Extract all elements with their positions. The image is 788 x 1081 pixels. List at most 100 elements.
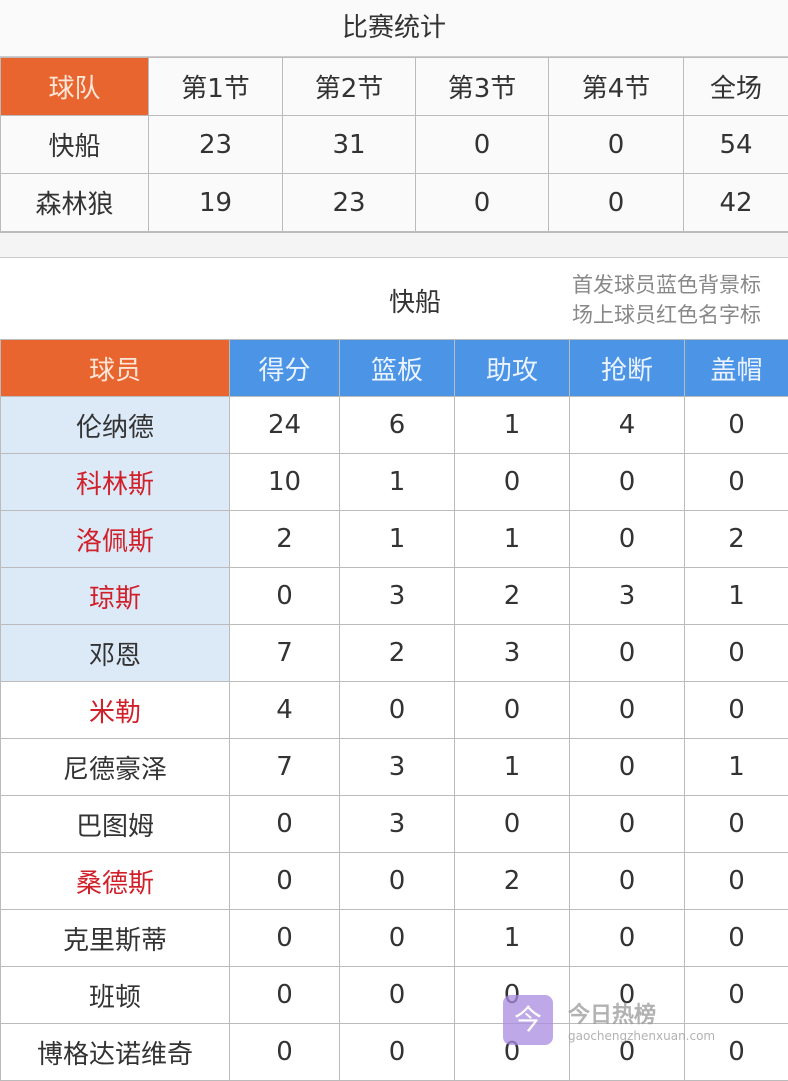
stat-cell: 0: [570, 796, 685, 853]
player-name: 尼德豪泽: [1, 739, 230, 796]
score-cell: 23: [149, 116, 283, 174]
header-steals: 抢断: [570, 340, 685, 397]
header-player: 球员: [1, 340, 230, 397]
team-name: 森林狼: [1, 174, 149, 232]
stat-cell: 0: [685, 454, 788, 511]
stat-cell: 0: [570, 511, 685, 568]
stat-cell: 2: [340, 625, 455, 682]
stat-cell: 0: [685, 682, 788, 739]
stat-cell: 0: [685, 910, 788, 967]
stat-cell: 0: [570, 853, 685, 910]
stat-cell: 0: [685, 625, 788, 682]
stat-cell: 1: [340, 454, 455, 511]
header-blocks: 盖帽: [685, 340, 788, 397]
stat-cell: 0: [340, 967, 455, 1024]
watermark: 今 今日热榜 gaochengzhenxuan.com: [503, 995, 715, 1045]
stat-cell: 1: [685, 739, 788, 796]
legend-note: 首发球员蓝色背景标 场上球员红色名字标: [572, 270, 761, 330]
header-q2: 第2节: [283, 58, 416, 116]
score-row: 快船 23 31 0 0 54: [1, 116, 788, 174]
header-q3: 第3节: [416, 58, 549, 116]
stat-cell: 3: [455, 625, 570, 682]
stat-cell: 1: [455, 511, 570, 568]
player-name: 克里斯蒂: [1, 910, 230, 967]
legend-note-starter: 首发球员蓝色背景标: [572, 270, 761, 300]
stat-cell: 1: [685, 568, 788, 625]
score-cell: 0: [549, 116, 684, 174]
stat-cell: 0: [230, 910, 340, 967]
player-name: 博格达诺维奇: [1, 1024, 230, 1081]
score-cell: 0: [549, 174, 684, 232]
stat-cell: 3: [340, 568, 455, 625]
stat-cell: 0: [570, 454, 685, 511]
score-cell: 31: [283, 116, 416, 174]
page-title: 比赛统计: [0, 0, 788, 57]
stat-cell: 7: [230, 739, 340, 796]
header-team: 球队: [1, 58, 149, 116]
player-name: 伦纳德: [1, 397, 230, 454]
score-cell: 0: [416, 174, 549, 232]
watermark-text: 今日热榜: [568, 997, 715, 1029]
player-name: 科林斯: [1, 454, 230, 511]
stat-cell: 6: [340, 397, 455, 454]
stat-cell: 1: [455, 739, 570, 796]
stat-cell: 0: [570, 739, 685, 796]
stat-cell: 0: [685, 397, 788, 454]
stat-cell: 0: [685, 796, 788, 853]
legend-note-oncourt: 场上球员红色名字标: [572, 300, 761, 330]
stat-cell: 0: [230, 1024, 340, 1081]
player-name: 巴图姆: [1, 796, 230, 853]
player-name: 米勒: [1, 682, 230, 739]
watermark-logo: 今: [503, 995, 553, 1045]
team-name: 快船: [1, 116, 149, 174]
stat-cell: 4: [570, 397, 685, 454]
player-name: 琼斯: [1, 568, 230, 625]
stat-cell: 0: [685, 853, 788, 910]
stat-cell: 4: [230, 682, 340, 739]
score-row: 森林狼 19 23 0 0 42: [1, 174, 788, 232]
section-divider: [0, 232, 788, 258]
header-q1: 第1节: [149, 58, 283, 116]
player-name: 邓恩: [1, 625, 230, 682]
stat-cell: 3: [340, 796, 455, 853]
header-points: 得分: [230, 340, 340, 397]
score-cell: 54: [684, 116, 788, 174]
stat-cell: 0: [455, 454, 570, 511]
stat-cell: 0: [455, 682, 570, 739]
score-cell: 42: [684, 174, 788, 232]
stat-cell: 1: [455, 910, 570, 967]
score-cell: 19: [149, 174, 283, 232]
stat-cell: 0: [230, 568, 340, 625]
player-name: 桑德斯: [1, 853, 230, 910]
stat-cell: 10: [230, 454, 340, 511]
player-header-row: 球员 得分 篮板 助攻 抢断 盖帽: [1, 340, 788, 397]
stat-cell: 0: [455, 796, 570, 853]
stat-cell: 7: [230, 625, 340, 682]
stat-cell: 0: [230, 796, 340, 853]
stat-cell: 0: [570, 682, 685, 739]
score-header-row: 球队 第1节 第2节 第3节 第4节 全场: [1, 58, 788, 116]
stat-cell: 0: [340, 1024, 455, 1081]
stat-cell: 2: [455, 853, 570, 910]
stat-cell: 3: [340, 739, 455, 796]
player-name: 洛佩斯: [1, 511, 230, 568]
stat-cell: 2: [455, 568, 570, 625]
team-section-name: 快船: [355, 282, 475, 319]
stat-cell: 0: [230, 967, 340, 1024]
score-table: 球队 第1节 第2节 第3节 第4节 全场 快船 23 31 0 0 54 森林…: [0, 57, 788, 232]
watermark-url: gaochengzhenxuan.com: [568, 1029, 715, 1043]
header-total: 全场: [684, 58, 788, 116]
stat-cell: 1: [455, 397, 570, 454]
score-cell: 23: [283, 174, 416, 232]
stat-cell: 2: [230, 511, 340, 568]
header-rebounds: 篮板: [340, 340, 455, 397]
